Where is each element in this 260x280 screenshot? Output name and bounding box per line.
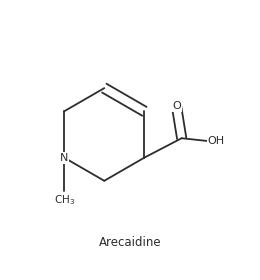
Text: O: O [172, 101, 181, 111]
Text: CH$_3$: CH$_3$ [54, 194, 75, 207]
Text: OH: OH [207, 136, 225, 146]
Text: N: N [60, 153, 68, 163]
Text: Arecaidine: Arecaidine [99, 236, 161, 249]
